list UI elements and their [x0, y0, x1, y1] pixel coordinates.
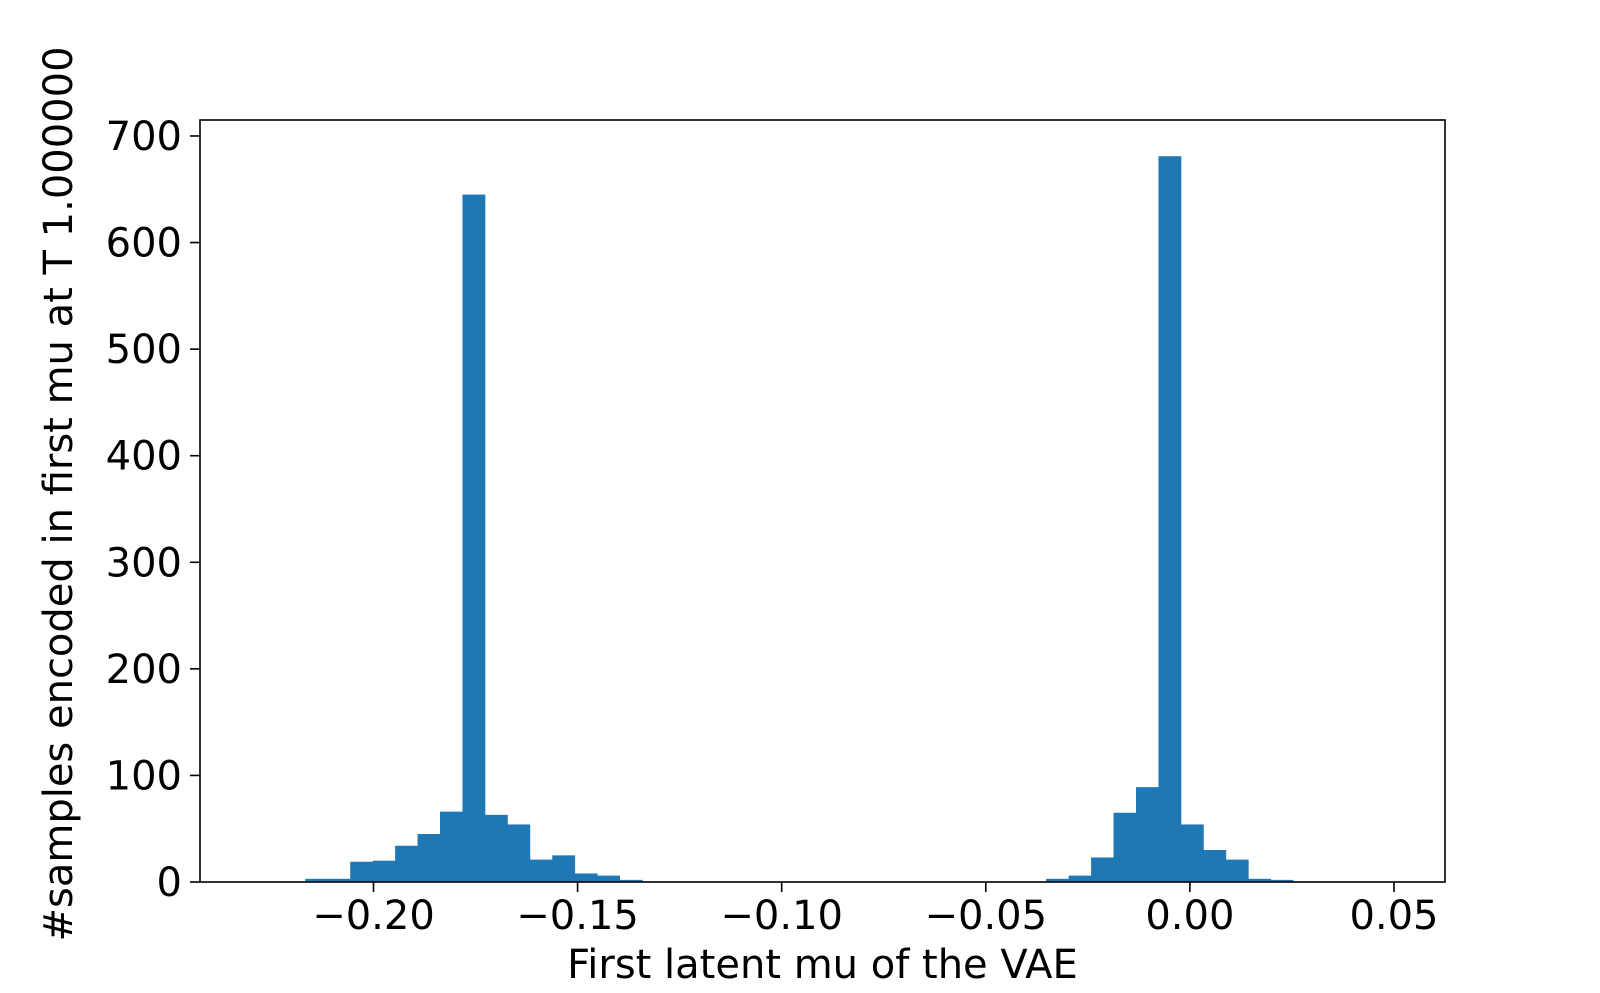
- y-axis: 0 100 200 300 400 500 600 700: [106, 114, 200, 906]
- histogram-bar: [1270, 879, 1294, 882]
- y-axis-label: #samples encoded in first mu at T 1.0000…: [36, 46, 82, 941]
- y-tick-label: 100: [106, 753, 182, 799]
- histogram-bar: [507, 824, 531, 882]
- plot-frame: [199, 119, 1446, 883]
- histogram-bar: [529, 859, 553, 882]
- x-tick-label: −0.15: [516, 893, 639, 939]
- histogram-bar: [350, 861, 374, 882]
- y-tick-label: 600: [106, 221, 182, 267]
- histogram-bar: [1203, 850, 1227, 882]
- histogram-bar: [395, 845, 418, 882]
- y-tick-label: 500: [106, 327, 182, 373]
- histogram-bar: [1248, 878, 1272, 882]
- histogram-bar: [1046, 878, 1070, 882]
- histogram-bar: [372, 860, 396, 882]
- x-tick-label: 0.00: [1145, 893, 1234, 939]
- histogram-bar: [619, 879, 643, 882]
- histogram-bar: [1180, 824, 1204, 882]
- y-tick-label: 700: [106, 114, 182, 160]
- bars-layer: [305, 156, 1294, 883]
- histogram-bar: [1136, 787, 1159, 882]
- histogram-bar: [1225, 859, 1249, 882]
- histogram-bar: [597, 875, 621, 882]
- y-tick-label: 400: [106, 434, 182, 480]
- histogram-bar: [552, 855, 576, 882]
- x-tick-label: −0.20: [312, 893, 435, 939]
- x-axis-label: First latent mu of the VAE: [567, 942, 1078, 988]
- x-tick-label: −0.05: [924, 893, 1047, 939]
- histogram-bar: [305, 878, 329, 882]
- histogram-bar: [462, 194, 486, 883]
- x-tick-label: −0.10: [720, 893, 843, 939]
- histogram-bar: [574, 873, 598, 882]
- y-tick-label: 300: [106, 540, 182, 586]
- x-tick-label: 0.05: [1349, 893, 1438, 939]
- histogram-bar: [440, 811, 463, 882]
- y-tick-label: 200: [106, 647, 182, 693]
- histogram-bar: [1091, 857, 1114, 882]
- y-tick-label: 0: [157, 860, 182, 906]
- histogram-bar: [417, 834, 441, 882]
- histogram-bar: [327, 878, 351, 882]
- histogram-bar: [484, 814, 508, 882]
- histogram-bar: [1158, 156, 1182, 883]
- histogram-bar: [1068, 875, 1092, 882]
- histogram-bar: [1113, 812, 1137, 882]
- x-axis: −0.20 −0.15 −0.10 −0.05 0.00 0.05: [312, 882, 1439, 939]
